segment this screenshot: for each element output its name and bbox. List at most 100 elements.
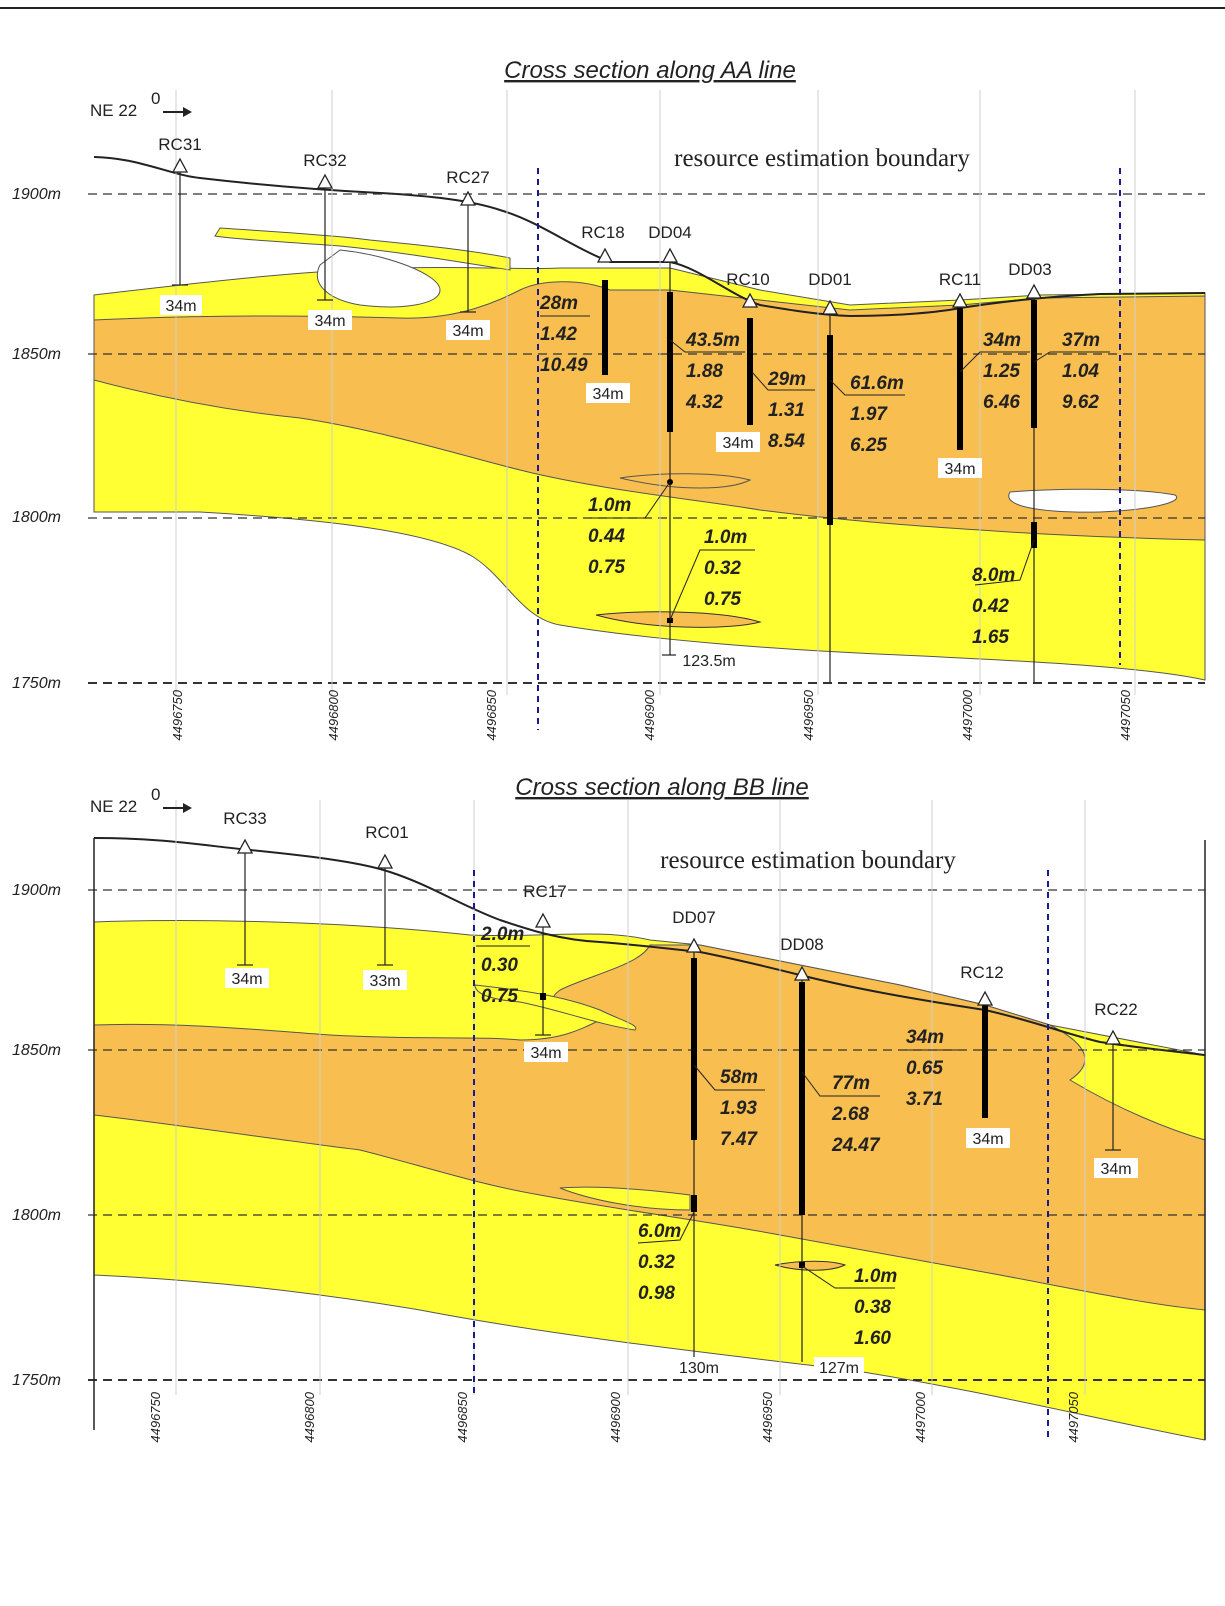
ore-small-lens-aa <box>619 473 752 489</box>
ore-upper-band-aa <box>214 227 511 271</box>
svg-text:1.0m: 1.0m <box>704 527 747 548</box>
coord-label: 4497050 <box>1118 689 1133 740</box>
hole-label: RC32 <box>303 151 346 170</box>
intercept-label: 28m 1.42 10.49 <box>539 293 588 376</box>
svg-text:24.47: 24.47 <box>831 1135 881 1156</box>
svg-text:9.62: 9.62 <box>1062 392 1099 413</box>
svg-text:1.31: 1.31 <box>768 400 805 421</box>
hole-label: DD03 <box>1008 260 1051 279</box>
svg-text:NE 22: NE 22 <box>90 101 137 120</box>
svg-text:34m: 34m <box>165 298 196 315</box>
hole-label: RC10 <box>726 270 769 289</box>
section-aa <box>88 90 1206 730</box>
svg-text:7.47: 7.47 <box>720 1129 758 1150</box>
leader-lines-bb <box>476 945 958 1289</box>
elevation-label: 1800m <box>12 1207 61 1224</box>
hole-label: RC01 <box>365 823 408 842</box>
section-title-aa: Cross section along AA line <box>504 57 796 84</box>
svg-text:6.0m: 6.0m <box>638 1221 681 1242</box>
coord-label: 4496800 <box>302 1391 317 1442</box>
svg-text:10.49: 10.49 <box>540 355 588 376</box>
hole-collars-aa <box>171 157 1043 315</box>
coord-label: 4497050 <box>1066 1391 1081 1442</box>
svg-text:0.30: 0.30 <box>481 955 518 976</box>
depth-labels-bb: 34m 33m 34m 34m 34m 130m 127m <box>225 968 1138 1377</box>
svg-text:NE 22: NE 22 <box>90 797 137 816</box>
intercept-label: 1.0m 0.44 0.75 <box>588 495 631 578</box>
svg-text:34m: 34m <box>983 330 1021 351</box>
elevation-label: 1850m <box>12 1042 61 1059</box>
coord-label: 4496750 <box>170 689 185 740</box>
elevation-label: 1800m <box>12 509 61 526</box>
svg-text:8.54: 8.54 <box>768 431 805 452</box>
svg-text:0.65: 0.65 <box>906 1058 943 1079</box>
svg-text:0.75: 0.75 <box>704 589 741 610</box>
coord-label: 4497000 <box>960 689 975 740</box>
svg-text:34m: 34m <box>1100 1161 1131 1178</box>
elevation-gridlines-aa <box>88 193 1205 684</box>
svg-text:34m: 34m <box>231 971 262 988</box>
hole-label: RC18 <box>581 223 624 242</box>
hole-collars-bb <box>236 838 1122 1045</box>
svg-text:2.68: 2.68 <box>831 1104 869 1125</box>
svg-text:8.0m: 8.0m <box>972 565 1015 586</box>
svg-text:127m: 127m <box>819 1360 859 1377</box>
intercept-label: 2.0m 0.30 0.75 <box>480 924 524 1007</box>
svg-text:1.25: 1.25 <box>983 361 1020 382</box>
elevation-label: 1900m <box>12 186 61 203</box>
svg-text:34m: 34m <box>530 1045 561 1062</box>
elevation-gridlines-bb <box>88 889 1205 1381</box>
coord-label: 4496950 <box>801 689 816 740</box>
svg-text:1.93: 1.93 <box>720 1098 757 1119</box>
intercept-bars-aa <box>602 280 1037 623</box>
svg-text:1.60: 1.60 <box>854 1328 891 1349</box>
svg-text:34m: 34m <box>906 1027 944 1048</box>
coord-label: 4496850 <box>455 1391 470 1442</box>
intercept-label: 8.0m 0.42 1.65 <box>972 565 1015 648</box>
hole-label: DD01 <box>808 270 851 289</box>
resource-boundary-lines-bb <box>473 870 1049 1440</box>
north-arrow-aa: NE 22 0 <box>90 89 192 120</box>
svg-text:37m: 37m <box>1062 330 1100 351</box>
ground-surface-bb <box>93 837 1206 1056</box>
elevation-label: 1850m <box>12 346 61 363</box>
hole-label: DD04 <box>648 223 691 242</box>
svg-text:34m: 34m <box>944 461 975 478</box>
coord-label: 4496750 <box>148 1391 163 1442</box>
hole-label: RC12 <box>960 963 1003 982</box>
svg-text:33m: 33m <box>369 973 400 990</box>
svg-text:34m: 34m <box>722 435 753 452</box>
svg-text:0.75: 0.75 <box>481 986 518 1007</box>
svg-text:28m: 28m <box>539 293 578 314</box>
intercept-label: 29m 1.31 8.54 <box>767 369 806 452</box>
section-bb <box>88 800 1206 1441</box>
vertical-gridlines-aa <box>175 90 1136 695</box>
hole-label: DD08 <box>780 935 823 954</box>
elevation-label: 1750m <box>12 675 61 692</box>
ore-white-lens-aa <box>317 249 441 308</box>
hole-label: RC17 <box>523 882 566 901</box>
svg-text:34m: 34m <box>314 313 345 330</box>
svg-text:0.32: 0.32 <box>704 558 741 579</box>
svg-text:4.32: 4.32 <box>685 392 723 413</box>
intercept-label: 1.0m 0.38 1.60 <box>854 1266 897 1349</box>
coord-label: 4497000 <box>913 1391 928 1442</box>
svg-text:3.71: 3.71 <box>906 1089 943 1110</box>
coord-label: 4496900 <box>642 689 657 740</box>
svg-text:1.88: 1.88 <box>686 361 723 382</box>
svg-text:0.42: 0.42 <box>972 596 1009 617</box>
svg-text:34m: 34m <box>972 1131 1003 1148</box>
svg-text:0: 0 <box>151 785 160 804</box>
boundary-label-aa: resource estimation boundary <box>674 145 970 172</box>
hole-label: RC27 <box>446 168 489 187</box>
svg-text:0.98: 0.98 <box>638 1283 675 1304</box>
svg-text:0.75: 0.75 <box>588 557 625 578</box>
svg-text:130m: 130m <box>679 1360 719 1377</box>
ore-orange-main-bb <box>93 944 1206 1311</box>
svg-text:1.97: 1.97 <box>850 404 888 425</box>
depth-labels-aa: 34m 34m 34m 34m 34m 34m 123.5m <box>160 295 982 670</box>
intercept-label: 34m 1.25 6.46 <box>983 330 1021 413</box>
intercept-label: 61.6m 1.97 6.25 <box>850 373 904 456</box>
svg-text:2.0m: 2.0m <box>480 924 524 945</box>
